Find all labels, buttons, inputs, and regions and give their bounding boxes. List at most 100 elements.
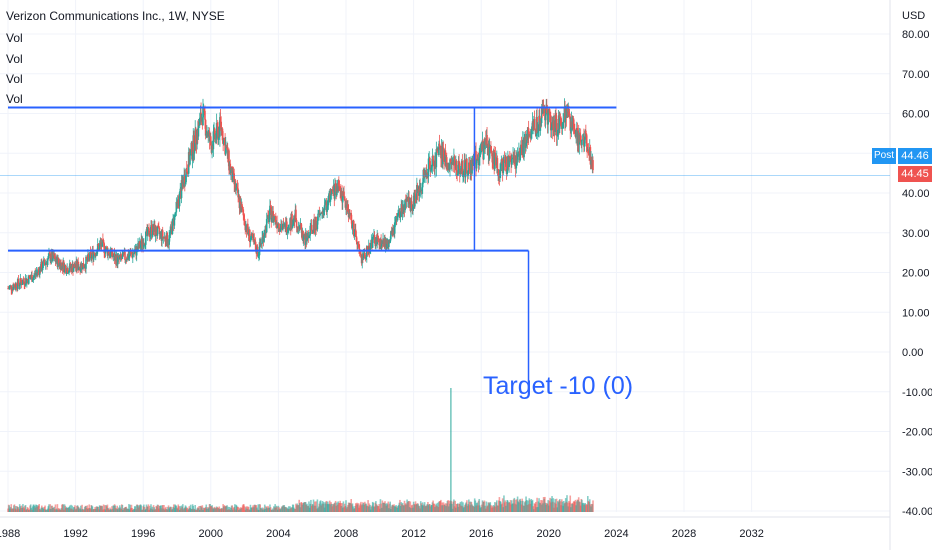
volume-indicator-label[interactable]: Vol <box>6 31 23 45</box>
candle-body <box>300 222 302 230</box>
candle-body <box>151 234 154 236</box>
candle-body <box>323 205 326 210</box>
candle-body <box>546 107 548 114</box>
candle-body <box>87 254 90 258</box>
candle-body <box>377 235 379 238</box>
candle-body <box>553 120 555 132</box>
candle-body <box>572 118 575 129</box>
volume-bar <box>86 505 89 512</box>
candle-body <box>17 279 20 285</box>
volume-bar <box>462 502 464 512</box>
candle-body <box>549 115 552 131</box>
candle-body <box>101 239 104 247</box>
x-tick-label: 2012 <box>401 528 425 540</box>
candle-body <box>583 139 586 147</box>
candle-body <box>174 213 176 215</box>
volume-bar <box>80 505 82 512</box>
candle-body <box>422 169 425 183</box>
candle-body <box>316 220 319 230</box>
candle-body <box>462 170 465 176</box>
volume-bar <box>228 506 231 512</box>
volume-bar <box>163 505 165 512</box>
candle-body <box>431 166 433 168</box>
candle-body <box>143 244 146 245</box>
volume-bar <box>535 501 537 512</box>
candle-body <box>311 230 313 234</box>
candle-body <box>215 122 218 139</box>
candle-body <box>203 107 206 111</box>
candle-body <box>414 193 417 196</box>
candle-body <box>343 191 345 197</box>
volume-bar <box>48 504 50 512</box>
candle-body <box>169 233 171 236</box>
candle-body <box>484 138 486 150</box>
volume-indicator-label[interactable]: Vol <box>6 92 23 106</box>
candle-body <box>98 244 101 251</box>
candle-body <box>397 213 399 218</box>
candle-body <box>60 262 63 270</box>
candle-body <box>353 220 355 236</box>
candle-body <box>312 233 314 234</box>
candle-body <box>449 159 451 170</box>
volume-bar <box>201 505 204 512</box>
volume-indicator-label[interactable]: Vol <box>6 52 23 66</box>
candle-body <box>8 286 11 289</box>
candle-body <box>286 221 288 233</box>
candle-body <box>249 239 252 243</box>
candle-body <box>149 232 152 237</box>
x-tick-label: 2028 <box>672 528 696 540</box>
candle-body <box>74 264 76 268</box>
candle-body <box>168 235 170 245</box>
candle-body <box>506 169 508 174</box>
y-tick-label: 30.00 <box>902 228 930 240</box>
candle-body <box>524 136 527 148</box>
volume-bar <box>24 505 27 512</box>
candle-body <box>295 219 298 228</box>
candle-body <box>305 233 308 242</box>
candle-body <box>129 252 131 256</box>
candle-body <box>276 222 278 228</box>
candle-body <box>438 143 440 156</box>
candle-body <box>378 238 380 246</box>
candle-body <box>132 253 134 258</box>
candle-body <box>271 217 273 222</box>
candle-body <box>41 261 43 271</box>
x-tick-label: 2000 <box>199 528 223 540</box>
candle-body <box>350 213 352 221</box>
candle-body <box>197 122 200 137</box>
candle-body <box>533 118 536 130</box>
volume-indicator-label[interactable]: Vol <box>6 72 23 86</box>
candle-body <box>93 253 96 255</box>
candle-body <box>372 236 375 238</box>
volume-bar <box>116 505 118 512</box>
candle-body <box>458 160 460 164</box>
candle-body <box>96 243 99 252</box>
candle-body <box>103 243 105 254</box>
volume-bar <box>147 504 150 512</box>
candle-body <box>31 275 33 282</box>
candle-body <box>362 254 365 259</box>
candle-body <box>385 239 388 249</box>
candle-body <box>22 280 25 282</box>
y-tick-label: 80.00 <box>902 29 930 41</box>
candle-body <box>269 205 271 216</box>
candle-body <box>364 252 366 259</box>
volume-bar <box>104 505 106 512</box>
candle-body <box>449 159 452 163</box>
post-price-badge: 44.46 <box>898 148 932 164</box>
candle-body <box>23 281 26 285</box>
candle-body <box>180 180 183 199</box>
candle-body <box>250 237 252 240</box>
volume-bar <box>194 504 196 512</box>
volume-bar <box>153 507 156 512</box>
candle-body <box>562 122 564 124</box>
candle-body <box>77 261 79 270</box>
post-market-tag: Post <box>872 148 896 164</box>
candle-body <box>67 272 70 274</box>
candle-body <box>292 220 295 225</box>
candle-body <box>357 242 360 245</box>
candle-body <box>61 262 63 266</box>
candle-body <box>468 162 471 168</box>
